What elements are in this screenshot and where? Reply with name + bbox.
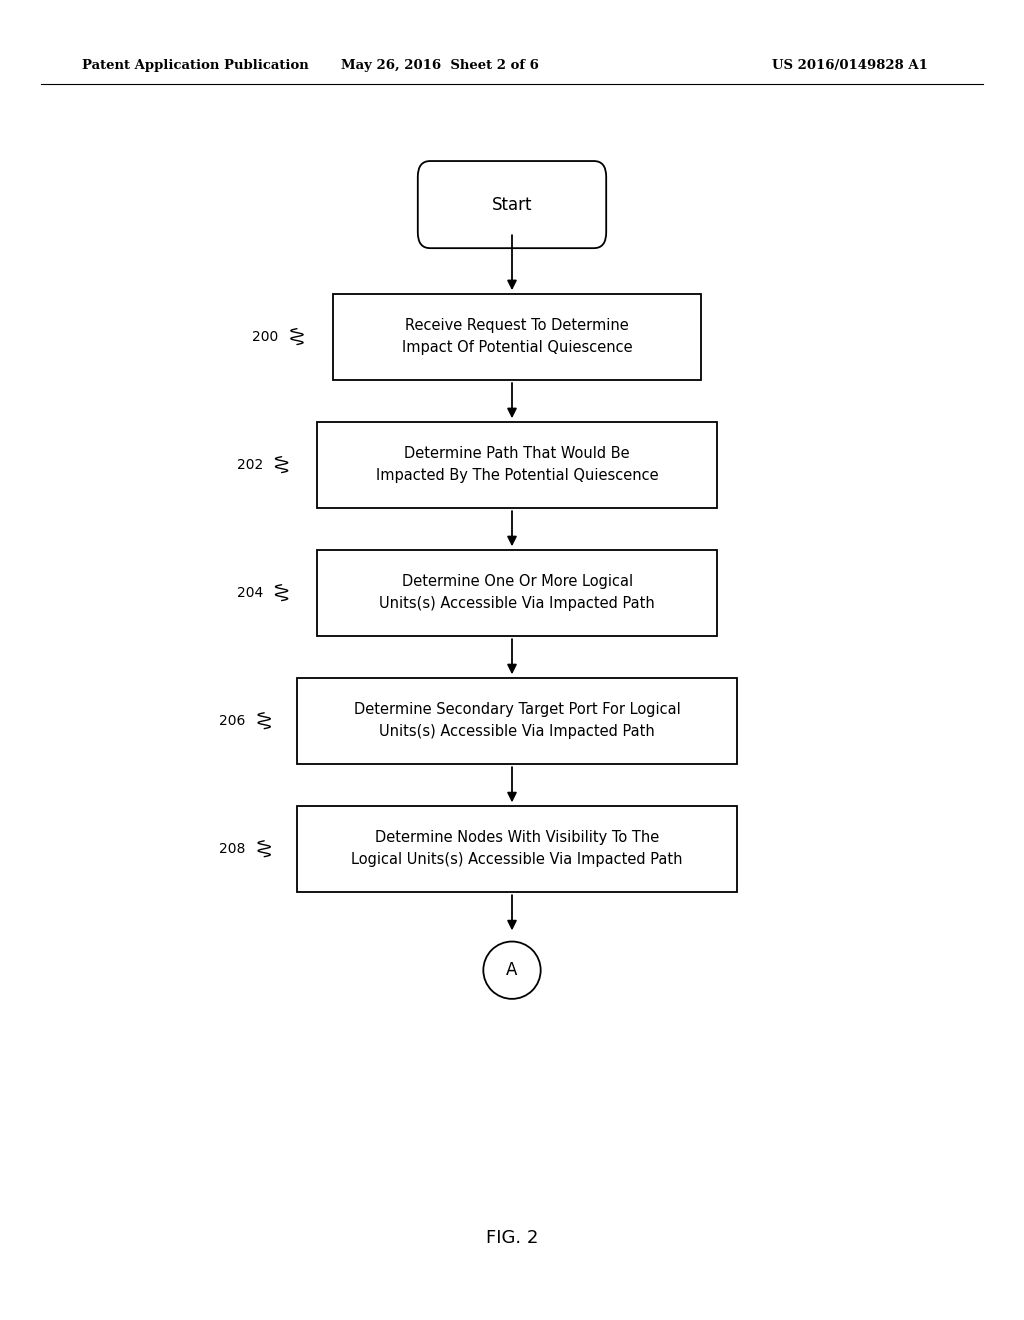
Text: Receive Request To Determine
Impact Of Potential Quiescence: Receive Request To Determine Impact Of P… [401, 318, 633, 355]
Text: Start: Start [492, 195, 532, 214]
Text: Determine Path That Would Be
Impacted By The Potential Quiescence: Determine Path That Would Be Impacted By… [376, 446, 658, 483]
FancyBboxPatch shape [317, 549, 717, 635]
FancyBboxPatch shape [317, 421, 717, 507]
Text: 200: 200 [252, 330, 279, 343]
Text: May 26, 2016  Sheet 2 of 6: May 26, 2016 Sheet 2 of 6 [341, 59, 540, 73]
Text: US 2016/0149828 A1: US 2016/0149828 A1 [772, 59, 928, 73]
FancyBboxPatch shape [297, 805, 737, 892]
Text: 208: 208 [219, 842, 246, 855]
Text: Determine Nodes With Visibility To The
Logical Units(s) Accessible Via Impacted : Determine Nodes With Visibility To The L… [351, 830, 683, 867]
Text: Determine One Or More Logical
Units(s) Accessible Via Impacted Path: Determine One Or More Logical Units(s) A… [379, 574, 655, 611]
FancyBboxPatch shape [297, 678, 737, 763]
Text: 202: 202 [237, 458, 263, 471]
Text: Patent Application Publication: Patent Application Publication [82, 59, 308, 73]
Ellipse shape [483, 941, 541, 999]
FancyBboxPatch shape [418, 161, 606, 248]
Text: Determine Secondary Target Port For Logical
Units(s) Accessible Via Impacted Pat: Determine Secondary Target Port For Logi… [353, 702, 681, 739]
Text: 204: 204 [237, 586, 263, 599]
Text: 206: 206 [219, 714, 246, 727]
Text: FIG. 2: FIG. 2 [485, 1229, 539, 1247]
Text: A: A [506, 961, 518, 979]
FancyBboxPatch shape [333, 293, 701, 380]
